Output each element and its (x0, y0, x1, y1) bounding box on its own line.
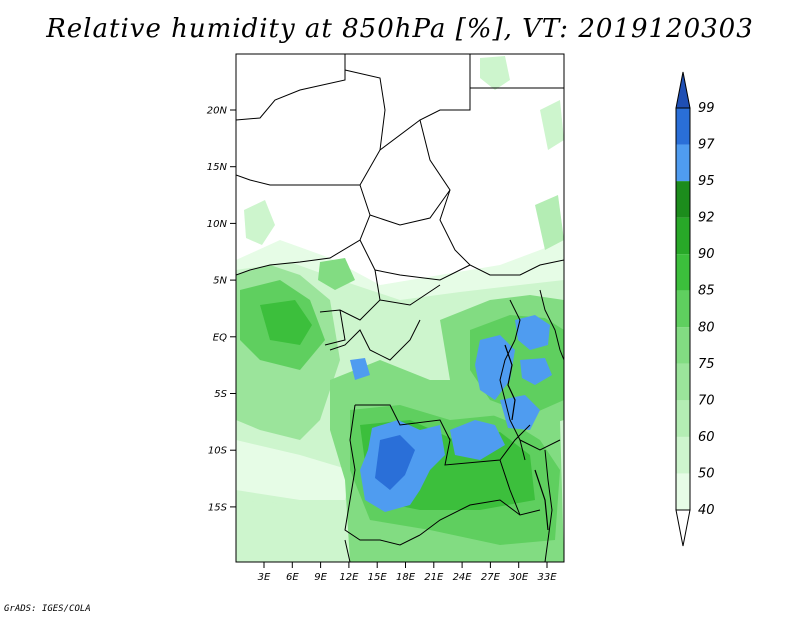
colorbar-label: 85 (698, 284, 715, 299)
lon-label: 21E (424, 572, 444, 583)
colorbar-label: 75 (698, 357, 715, 372)
colorbar-segment (676, 363, 690, 401)
colorbar-segment (676, 181, 690, 218)
credit-text: GrADS: IGES/COLA (4, 604, 91, 614)
colorbar-segment (676, 254, 690, 291)
lat-label: 5N (213, 276, 227, 287)
colorbar-label: 99 (698, 101, 715, 116)
colorbar-label: 80 (698, 320, 715, 335)
colorbar-frame (675, 107, 691, 511)
latitude-axis: 20N 15N 10N 5N EQ 5S 10S 15S (207, 106, 236, 513)
colorbar-segment (676, 436, 690, 474)
lon-label: 24E (453, 572, 473, 583)
lat-label: 10N (207, 219, 228, 230)
lon-label: 15E (368, 572, 388, 583)
humidity-field (236, 54, 564, 562)
colorbar-label: 90 (698, 247, 715, 262)
map-frame (235, 53, 565, 563)
colorbar-top-arrow (675, 71, 691, 109)
colorbar-label: 97 (698, 138, 715, 153)
colorbar-segment (676, 217, 690, 255)
colorbar-segment (676, 108, 690, 145)
colorbar-label: 60 (698, 430, 715, 445)
lat-label: 5S (214, 389, 227, 400)
colorbar-segment (676, 400, 690, 437)
colorbar-segment (676, 327, 690, 364)
colorbar-label: 92 (698, 211, 715, 226)
colorbar-label: 70 (698, 393, 715, 408)
colorbar-label: 95 (698, 174, 715, 189)
lon-label: 18E (396, 572, 416, 583)
lon-label: 30E (509, 572, 529, 583)
lon-label: 33E (537, 572, 557, 583)
lon-label: 27E (481, 572, 501, 583)
lon-label: 6E (286, 572, 299, 583)
colorbar-bottom-arrow (675, 509, 691, 547)
lon-label: 3E (258, 572, 271, 583)
lat-label: 20N (207, 106, 228, 117)
longitude-axis: 3E 6E 9E 12E 15E 18E 21E 24E 27E 30E 33E (258, 562, 557, 583)
colorbar-segment (676, 473, 690, 510)
lat-label: 15S (208, 502, 228, 513)
chart-title: Relative humidity at 850hPa [%], VT: 201… (46, 14, 754, 44)
colorbar: 40 50 60 70 75 80 85 90 92 95 97 99 (675, 71, 715, 547)
colorbar-segment (676, 144, 690, 182)
lon-label: 12E (339, 572, 359, 583)
lat-label: 15N (207, 162, 228, 173)
lat-label: EQ (213, 332, 227, 343)
lat-label: 10S (208, 446, 228, 457)
colorbar-label: 50 (698, 466, 715, 481)
colorbar-segment (676, 290, 690, 328)
lon-label: 9E (314, 572, 327, 583)
colorbar-label: 40 (698, 503, 715, 518)
